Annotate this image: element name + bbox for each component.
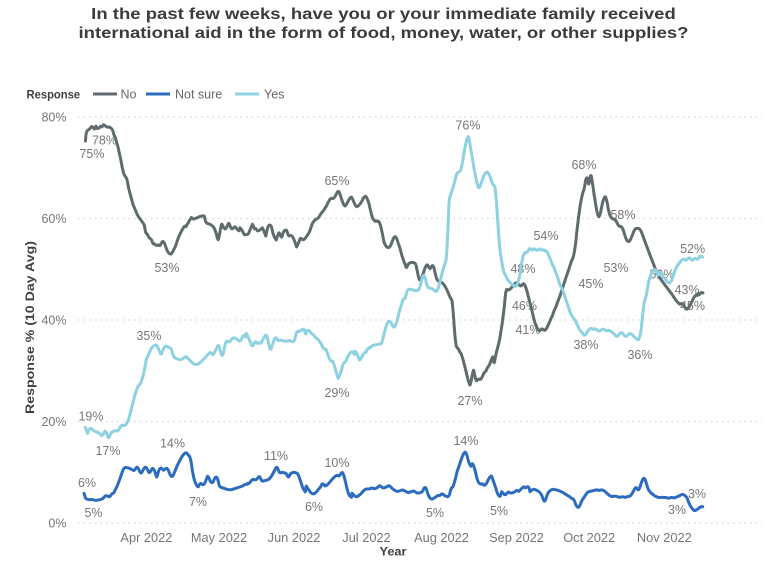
svg-text:Year: Year	[380, 545, 407, 559]
svg-text:In the past few weeks, have yo: In the past few weeks, have you or your …	[91, 6, 676, 23]
svg-text:No: No	[121, 87, 137, 101]
svg-text:6%: 6%	[305, 500, 323, 514]
svg-text:20%: 20%	[41, 415, 66, 429]
svg-text:54%: 54%	[533, 229, 558, 243]
svg-text:45%: 45%	[578, 277, 603, 291]
svg-text:5%: 5%	[426, 506, 444, 520]
svg-text:38%: 38%	[573, 338, 598, 352]
svg-text:19%: 19%	[78, 410, 103, 424]
svg-text:Response: Response	[27, 87, 81, 101]
svg-text:Jul 2022: Jul 2022	[342, 530, 390, 545]
svg-text:68%: 68%	[571, 158, 596, 172]
svg-text:76%: 76%	[455, 119, 480, 133]
svg-text:international aid in the form: international aid in the form of food, m…	[79, 25, 689, 42]
svg-text:40%: 40%	[41, 313, 66, 327]
svg-text:11%: 11%	[264, 449, 288, 463]
svg-text:35%: 35%	[136, 329, 161, 343]
svg-text:0%: 0%	[48, 516, 66, 530]
svg-text:Oct 2022: Oct 2022	[563, 530, 615, 545]
svg-text:60%: 60%	[41, 212, 66, 226]
svg-text:17%: 17%	[95, 444, 120, 458]
svg-text:Sep 2022: Sep 2022	[489, 530, 544, 545]
svg-text:3%: 3%	[688, 487, 706, 501]
svg-text:Yes: Yes	[264, 87, 284, 101]
svg-text:5%: 5%	[490, 504, 508, 518]
svg-text:80%: 80%	[41, 110, 66, 124]
svg-text:52%: 52%	[680, 242, 705, 256]
svg-text:10%: 10%	[324, 456, 349, 470]
svg-text:29%: 29%	[324, 386, 349, 400]
svg-text:75%: 75%	[79, 147, 104, 161]
svg-text:7%: 7%	[189, 495, 207, 509]
svg-text:78%: 78%	[92, 134, 117, 148]
svg-text:36%: 36%	[627, 348, 652, 362]
svg-text:5%: 5%	[84, 506, 102, 520]
svg-text:Nov 2022: Nov 2022	[637, 530, 692, 545]
svg-text:53%: 53%	[154, 261, 179, 275]
svg-text:65%: 65%	[324, 174, 349, 188]
svg-text:Jun 2022: Jun 2022	[268, 530, 321, 545]
svg-text:14%: 14%	[453, 434, 478, 448]
svg-text:Response % (10 Day Avg): Response % (10 Day Avg)	[23, 241, 37, 414]
svg-text:43%: 43%	[674, 283, 699, 297]
svg-text:May 2022: May 2022	[191, 530, 247, 545]
svg-text:58%: 58%	[610, 208, 635, 222]
svg-text:27%: 27%	[457, 394, 482, 408]
svg-text:6%: 6%	[78, 476, 96, 490]
svg-text:14%: 14%	[160, 437, 185, 451]
svg-text:48%: 48%	[510, 262, 535, 276]
svg-text:Apr 2022: Apr 2022	[120, 530, 172, 545]
svg-text:3%: 3%	[668, 503, 686, 517]
svg-text:Aug 2022: Aug 2022	[414, 530, 469, 545]
svg-text:53%: 53%	[603, 261, 628, 275]
svg-text:Not sure: Not sure	[175, 87, 222, 101]
svg-text:41%: 41%	[515, 323, 540, 337]
